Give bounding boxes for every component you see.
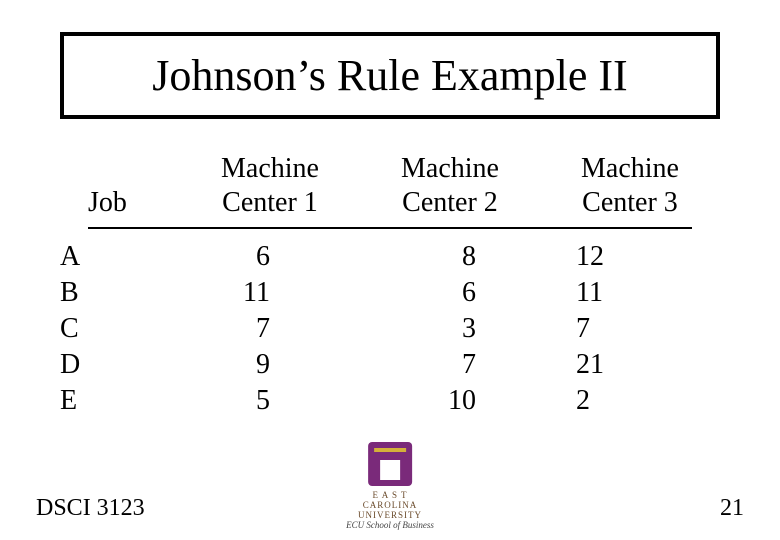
cell-m1: 5 xyxy=(180,383,360,419)
logo-text-line2: CAROLINA xyxy=(346,500,434,510)
footer-page-number: 21 xyxy=(720,495,744,522)
logo-text-line1: E A S T xyxy=(346,490,434,500)
table-body: A 6 8 12 B 11 6 11 C 7 3 7 D 9 7 21 xyxy=(60,239,720,419)
header-m3: Machine Center 3 xyxy=(540,148,720,223)
table-row: D 9 7 21 xyxy=(60,347,720,383)
slide: Johnson’s Rule Example II Job Machine Ce… xyxy=(0,0,780,540)
header-m3-line1: Machine xyxy=(540,152,720,186)
title-box: Johnson’s Rule Example II xyxy=(60,32,720,119)
header-job: Job xyxy=(60,182,180,224)
logo-text-line3: UNIVERSITY xyxy=(346,510,434,520)
cell-m2: 3 xyxy=(360,311,540,347)
cell-m2: 10 xyxy=(360,383,540,419)
header-m1-line1: Machine xyxy=(180,152,360,186)
header-m3-line2: Center 3 xyxy=(540,186,720,220)
university-logo: E A S T CAROLINA UNIVERSITY ECU School o… xyxy=(346,442,434,530)
cell-job: C xyxy=(60,311,180,347)
table-row: A 6 8 12 xyxy=(60,239,720,275)
cell-m2: 6 xyxy=(360,275,540,311)
logo-mark-icon xyxy=(368,442,412,486)
cell-job: D xyxy=(60,347,180,383)
table-row: C 7 3 7 xyxy=(60,311,720,347)
table-row: E 5 10 2 xyxy=(60,383,720,419)
slide-title: Johnson’s Rule Example II xyxy=(72,50,708,101)
header-m1-line2: Center 1 xyxy=(180,186,360,220)
cell-job: E xyxy=(60,383,180,419)
header-m2-line2: Center 2 xyxy=(360,186,540,220)
cell-job: A xyxy=(60,239,180,275)
cell-m3: 21 xyxy=(540,347,720,383)
cell-job: B xyxy=(60,275,180,311)
cell-m3: 2 xyxy=(540,383,720,419)
header-m2-line1: Machine xyxy=(360,152,540,186)
johnson-table: Job Machine Center 1 Machine Center 2 Ma… xyxy=(60,148,720,419)
cell-m3: 11 xyxy=(540,275,720,311)
header-rule xyxy=(88,227,692,229)
logo-subtitle: ECU School of Business xyxy=(346,520,434,530)
cell-m1: 11 xyxy=(180,275,360,311)
header-m1: Machine Center 1 xyxy=(180,148,360,223)
cell-m3: 12 xyxy=(540,239,720,275)
cell-m2: 8 xyxy=(360,239,540,275)
cell-m1: 9 xyxy=(180,347,360,383)
header-m2: Machine Center 2 xyxy=(360,148,540,223)
cell-m1: 7 xyxy=(180,311,360,347)
table-row: B 11 6 11 xyxy=(60,275,720,311)
table-header-row: Job Machine Center 1 Machine Center 2 Ma… xyxy=(60,148,720,223)
footer-course-code: DSCI 3123 xyxy=(36,495,145,522)
cell-m1: 6 xyxy=(180,239,360,275)
cell-m2: 7 xyxy=(360,347,540,383)
cell-m3: 7 xyxy=(540,311,720,347)
